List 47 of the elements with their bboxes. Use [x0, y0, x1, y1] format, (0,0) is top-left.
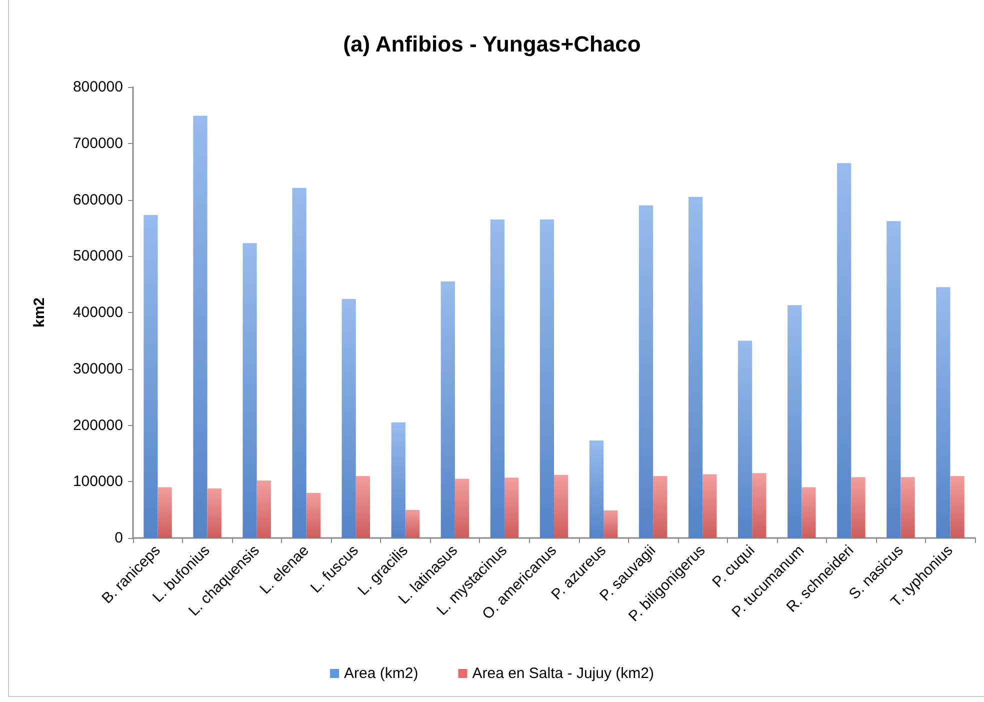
bar — [540, 219, 554, 538]
bar — [936, 287, 950, 538]
bar — [604, 510, 618, 538]
bar — [950, 476, 964, 538]
bar — [256, 480, 271, 538]
bar — [653, 476, 668, 538]
bar — [886, 221, 901, 538]
bar — [454, 478, 470, 538]
bar — [356, 476, 370, 538]
bar — [738, 340, 752, 538]
y-tick-label: 400000 — [72, 304, 123, 321]
bar — [589, 440, 604, 538]
y-tick-label: 800000 — [72, 78, 123, 96]
bar — [900, 477, 915, 538]
y-tick-label: 500000 — [72, 248, 123, 265]
y-tick-label: 100000 — [72, 473, 123, 490]
bar — [638, 205, 654, 538]
bar — [306, 492, 320, 538]
y-tick-label: 0 — [114, 530, 123, 546]
y-axis-title: km2 — [31, 297, 48, 328]
y-tick-label: 300000 — [72, 360, 123, 378]
bar — [788, 305, 802, 538]
y-tick-label: 700000 — [72, 134, 123, 152]
chart-title: (a) Anfibios - Yungas+Chaco — [343, 32, 641, 56]
bar — [292, 188, 306, 538]
bar — [837, 163, 852, 538]
bar — [688, 196, 703, 538]
bar — [802, 487, 816, 538]
y-tick-label: 600000 — [72, 191, 123, 208]
legend-label: Area en Salta - Jujuy (km2) — [472, 665, 654, 682]
bar — [342, 298, 356, 538]
y-tick-label: 200000 — [72, 416, 123, 434]
bar — [158, 487, 172, 538]
bar — [242, 243, 257, 538]
bar — [752, 473, 766, 538]
legend-label: Area (km2) — [344, 665, 418, 682]
bar — [440, 281, 455, 538]
bar — [851, 477, 866, 538]
bar — [207, 488, 222, 538]
bar — [702, 474, 717, 538]
bar — [554, 474, 568, 538]
bar — [391, 422, 406, 538]
bar — [193, 116, 208, 538]
bar — [490, 219, 504, 538]
bar — [405, 510, 420, 538]
bar — [504, 478, 519, 538]
bar — [144, 214, 158, 538]
